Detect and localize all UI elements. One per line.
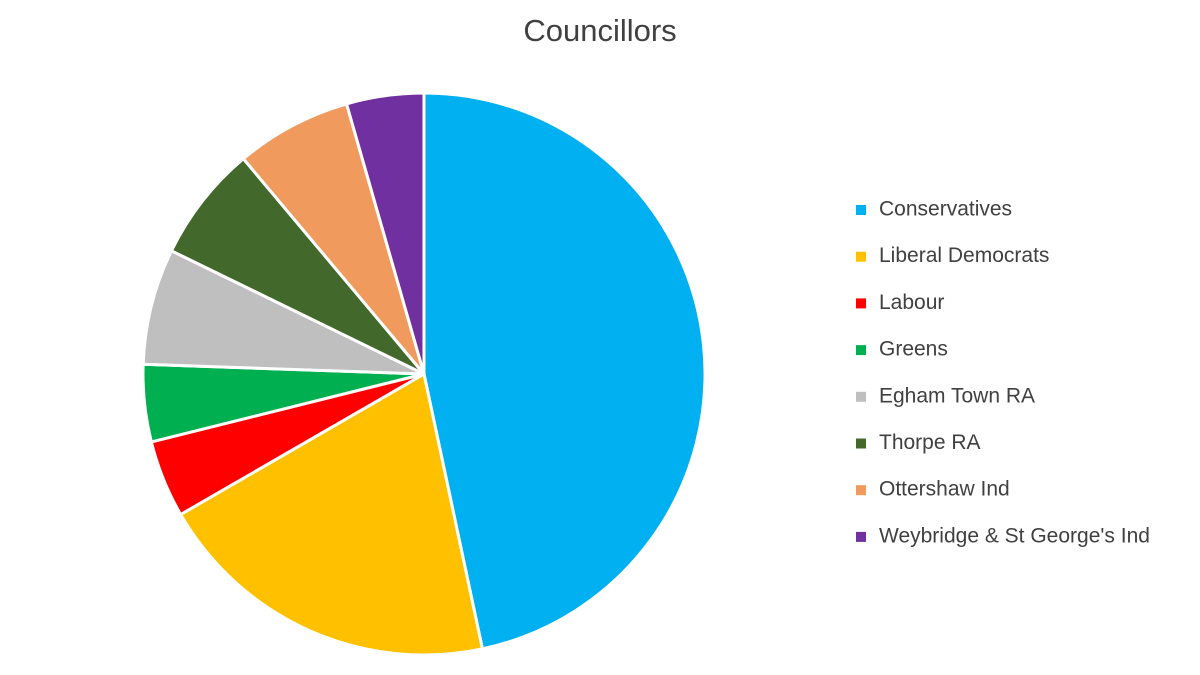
legend-label: Labour	[879, 291, 944, 314]
legend-label: Weybridge & St George's Ind	[879, 524, 1150, 547]
chart-title: Councillors	[523, 13, 676, 48]
pie-slice	[179, 372, 484, 657]
legend-swatch	[856, 345, 866, 356]
pie-slice	[345, 91, 426, 376]
pie-slice	[422, 91, 707, 651]
legend-swatch	[856, 485, 866, 496]
pie-slice	[141, 249, 426, 376]
legend-label: Liberal Democrats	[879, 244, 1049, 267]
legend-swatch	[856, 251, 866, 262]
legend-label: Ottershaw Ind	[879, 478, 1010, 501]
legend-label: Thorpe RA	[879, 431, 981, 454]
legend-label: Greens	[879, 338, 948, 361]
legend-label: Conservatives	[879, 198, 1012, 221]
pie-slice	[241, 102, 426, 376]
legend-swatch	[856, 438, 866, 449]
legend-swatch	[856, 531, 866, 542]
legend-swatch	[856, 298, 866, 309]
pie-slice	[169, 157, 426, 376]
legend-swatch	[856, 391, 866, 402]
legend-swatch	[856, 205, 866, 215]
legend-label: Egham Town RA	[879, 384, 1035, 407]
